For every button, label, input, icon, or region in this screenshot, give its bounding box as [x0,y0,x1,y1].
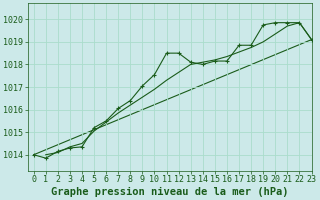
X-axis label: Graphe pression niveau de la mer (hPa): Graphe pression niveau de la mer (hPa) [51,186,288,197]
